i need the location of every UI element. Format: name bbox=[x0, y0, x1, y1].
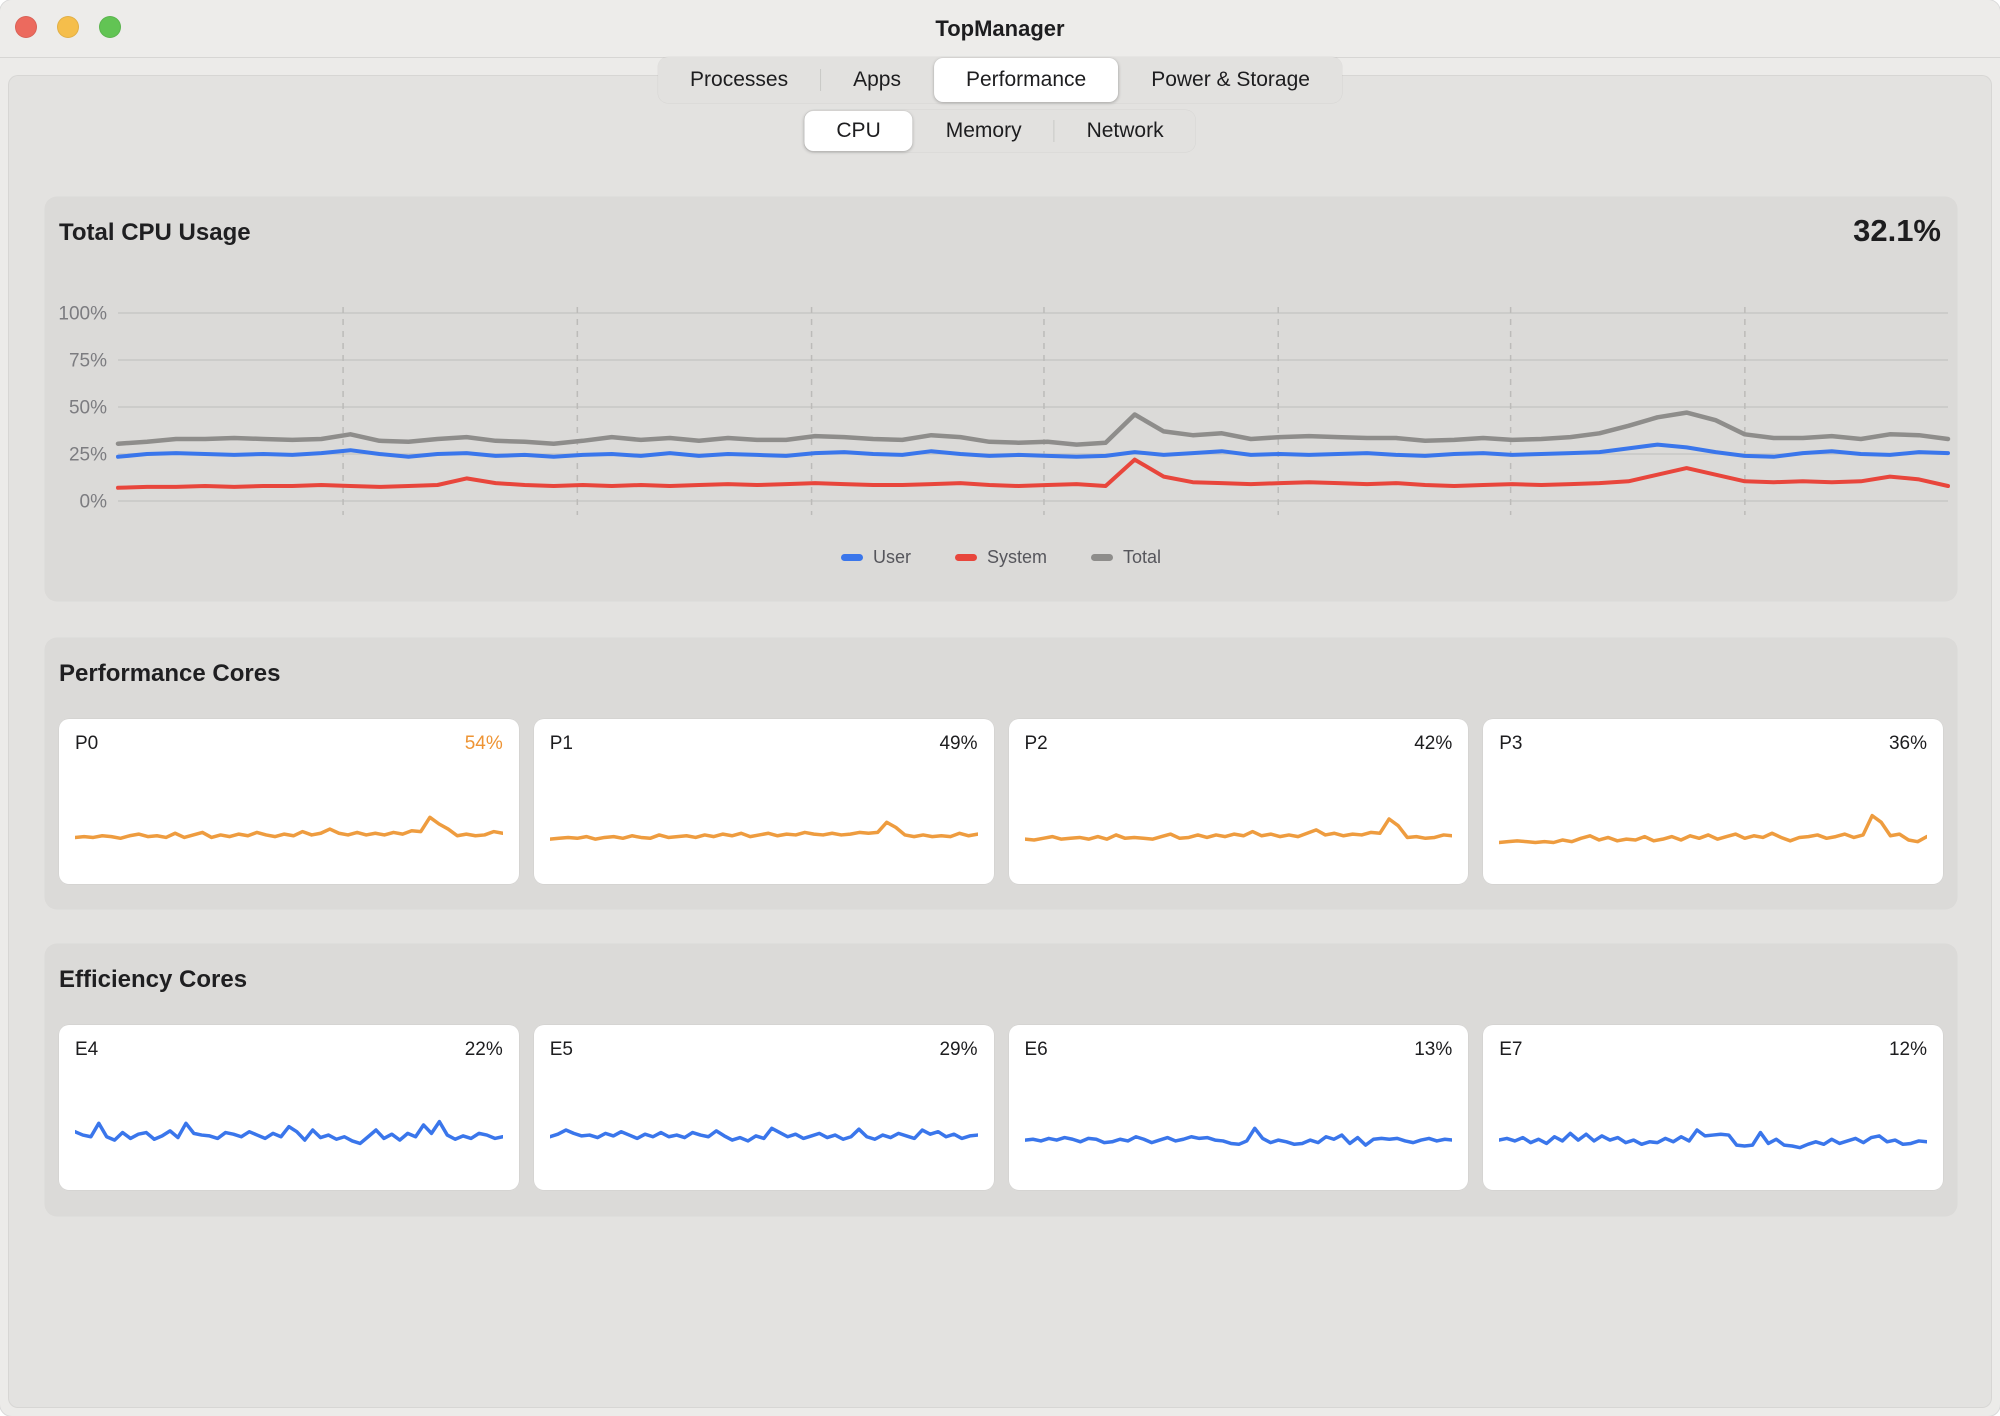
legend-label: System bbox=[986, 547, 1047, 567]
core-id: P3 bbox=[1499, 733, 1523, 754]
y-axis-tick: 25% bbox=[69, 445, 107, 466]
tab-performance[interactable]: Performance bbox=[933, 58, 1119, 102]
tab-processes[interactable]: Processes bbox=[690, 68, 789, 91]
performance-cores-grid: P0 54% P1 49% P2 42% P3 36% bbox=[59, 719, 1943, 884]
minimize-button[interactable] bbox=[57, 16, 79, 38]
core-value: 36% bbox=[1888, 733, 1927, 754]
core-id: P1 bbox=[549, 733, 573, 754]
core-card-p1: P1 49% bbox=[533, 719, 994, 884]
core-id: E4 bbox=[75, 1039, 99, 1060]
core-card-e7: E7 12% bbox=[1483, 1025, 1943, 1190]
zoom-button[interactable] bbox=[99, 16, 121, 38]
performance-cores-title: Performance Cores bbox=[59, 660, 281, 687]
content-panel: Total CPU Usage 32.1% 100% 75% 50% 25% 0% Us… bbox=[8, 75, 1992, 1408]
core-value: 42% bbox=[1414, 733, 1453, 754]
system-series-line bbox=[116, 457, 1950, 490]
total-cpu-value: 32.1% bbox=[1853, 213, 1941, 248]
core-value: 49% bbox=[939, 733, 978, 754]
user-line-swatch bbox=[840, 554, 863, 561]
core-sparkline bbox=[75, 1075, 503, 1180]
subtab-network[interactable]: Network bbox=[1086, 119, 1164, 142]
system-line-swatch bbox=[954, 554, 977, 561]
subtab-divider bbox=[1053, 120, 1055, 142]
y-axis-tick: 100% bbox=[58, 304, 107, 325]
total-cpu-title: Total CPU Usage bbox=[59, 219, 251, 246]
core-sparkline bbox=[550, 1075, 978, 1180]
core-sparkline bbox=[1025, 769, 1453, 874]
legend-item-total: Total bbox=[1091, 547, 1161, 568]
titlebar: TopManager bbox=[0, 0, 2000, 58]
core-value: 12% bbox=[1888, 1039, 1927, 1060]
core-value: 29% bbox=[939, 1039, 978, 1060]
tab-power-storage[interactable]: Power & Storage bbox=[1151, 68, 1310, 91]
y-axis-tick: 50% bbox=[69, 398, 107, 419]
total-line-swatch bbox=[1091, 554, 1113, 561]
legend-label: Total bbox=[1123, 547, 1162, 567]
close-button[interactable] bbox=[15, 16, 37, 38]
main-tab-bar: Processes Apps Performance Power & Stora… bbox=[658, 57, 1342, 103]
tab-apps[interactable]: Apps bbox=[853, 68, 901, 91]
core-card-p0: P0 54% bbox=[59, 719, 519, 884]
subtab-cpu[interactable]: CPU bbox=[804, 111, 913, 151]
tab-divider bbox=[820, 69, 822, 91]
core-id: E6 bbox=[1024, 1039, 1048, 1060]
efficiency-cores-title: Efficiency Cores bbox=[59, 966, 248, 993]
window-title: TopManager bbox=[935, 16, 1065, 41]
core-sparkline bbox=[1025, 1075, 1453, 1180]
total-cpu-chart: 100% 75% 50% 25% 0% bbox=[58, 304, 1951, 515]
core-id: E7 bbox=[1499, 1039, 1523, 1060]
core-value: 54% bbox=[464, 733, 503, 754]
user-series-line bbox=[116, 442, 1950, 459]
total-cpu-card: Total CPU Usage 32.1% 100% 75% 50% 25% 0% Us… bbox=[45, 197, 1957, 601]
total-series-line bbox=[115, 410, 1951, 447]
efficiency-cores-card: Efficiency Cores E4 22% E5 29% E6 13% bbox=[45, 944, 1957, 1216]
core-card-e5: E5 29% bbox=[533, 1025, 994, 1190]
legend-item-user: User bbox=[840, 547, 911, 568]
core-card-p3: P3 36% bbox=[1483, 719, 1943, 884]
core-value: 22% bbox=[464, 1039, 503, 1060]
core-id: E5 bbox=[549, 1039, 573, 1060]
core-id: P0 bbox=[75, 733, 99, 754]
core-sparkline bbox=[1499, 1075, 1927, 1180]
core-card-e4: E4 22% bbox=[59, 1025, 519, 1190]
core-id: P2 bbox=[1024, 733, 1048, 754]
core-sparkline bbox=[1499, 769, 1927, 874]
legend-label: User bbox=[872, 547, 911, 567]
core-card-p2: P2 42% bbox=[1008, 719, 1469, 884]
legend-item-system: System bbox=[954, 547, 1047, 568]
chart-legend: User System Total bbox=[45, 547, 1957, 568]
y-axis-tick: 0% bbox=[80, 492, 108, 513]
y-axis-tick: 75% bbox=[69, 351, 107, 372]
performance-cores-card: Performance Cores P0 54% P1 49% P2 42% bbox=[45, 638, 1957, 909]
efficiency-cores-grid: E4 22% E5 29% E6 13% E7 12% bbox=[59, 1025, 1943, 1190]
core-sparkline bbox=[550, 769, 978, 874]
performance-subtab-bar: CPU Memory Network bbox=[804, 110, 1196, 152]
core-sparkline bbox=[75, 769, 503, 874]
subtab-memory[interactable]: Memory bbox=[945, 119, 1022, 142]
core-card-e6: E6 13% bbox=[1008, 1025, 1469, 1190]
core-value: 13% bbox=[1414, 1039, 1453, 1060]
